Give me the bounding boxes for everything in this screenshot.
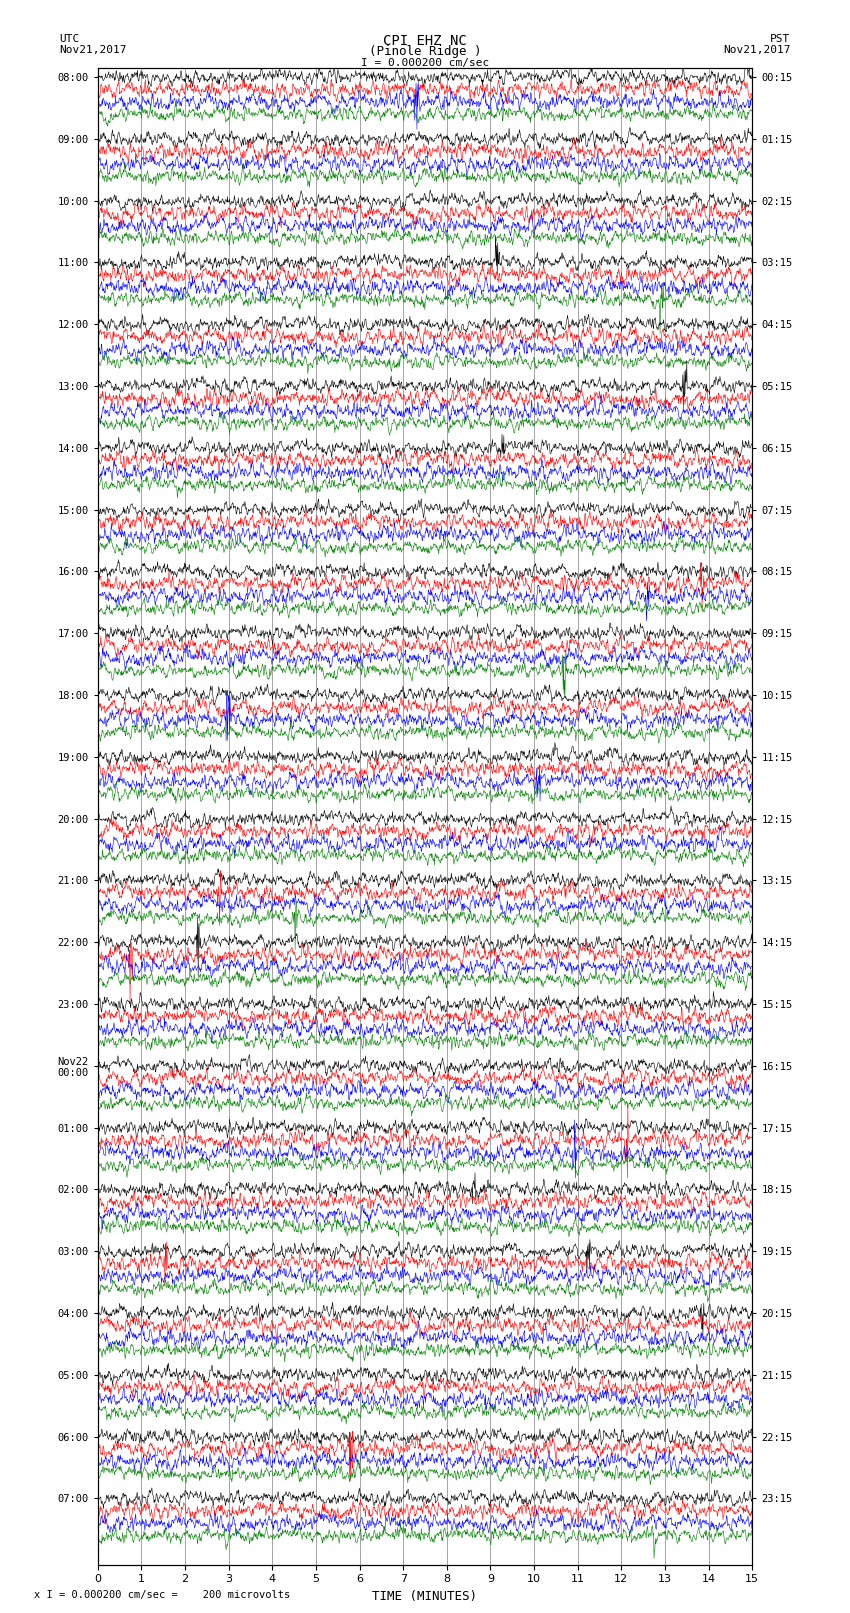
Text: UTC
Nov21,2017: UTC Nov21,2017 xyxy=(60,34,127,55)
Text: PST
Nov21,2017: PST Nov21,2017 xyxy=(723,34,791,55)
Text: x I = 0.000200 cm/sec =    200 microvolts: x I = 0.000200 cm/sec = 200 microvolts xyxy=(34,1590,290,1600)
X-axis label: TIME (MINUTES): TIME (MINUTES) xyxy=(372,1590,478,1603)
Text: (Pinole Ridge ): (Pinole Ridge ) xyxy=(369,45,481,58)
Text: CPI EHZ NC: CPI EHZ NC xyxy=(383,34,467,48)
Text: I = 0.000200 cm/sec: I = 0.000200 cm/sec xyxy=(361,58,489,68)
